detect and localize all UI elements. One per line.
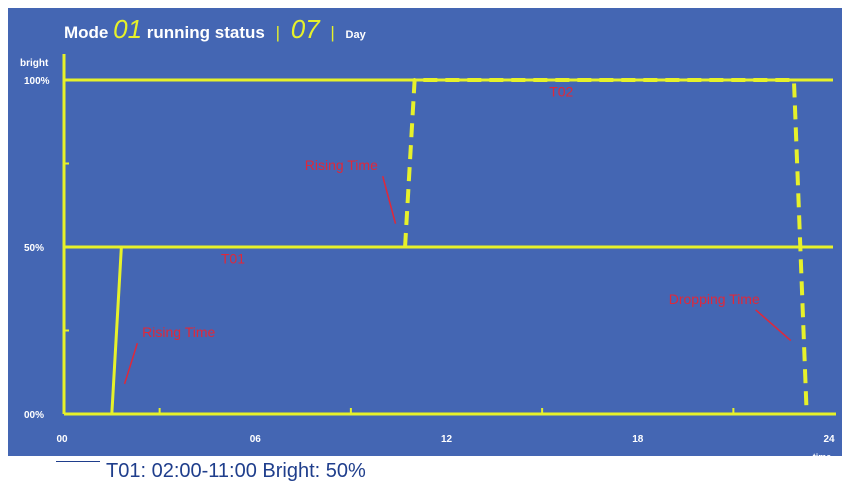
separator-1: | <box>275 23 280 42</box>
segment-label-t01: T01 <box>221 251 245 267</box>
segment-label-t02: T02 <box>549 84 573 100</box>
annotation-dropping-time: Dropping Time <box>669 291 760 307</box>
x-tick-label: 24 <box>823 434 835 445</box>
day-label: Day <box>345 29 366 41</box>
mode-value: 01 <box>113 14 143 44</box>
annotation-rising-time: Rising Time <box>142 324 215 340</box>
x-axis-title: time <box>813 452 832 462</box>
legend: T01: 02:00-11:00 Bright: 50% <box>56 460 496 484</box>
legend-text: T01: 02:00-11:00 Bright: 50% <box>106 460 366 482</box>
status-label: running status <box>146 23 265 42</box>
y-axis-title: bright <box>20 58 49 69</box>
annotation-rising-time-pointer <box>123 342 139 385</box>
legend-swatch <box>56 461 100 462</box>
series-t01 <box>110 245 829 415</box>
x-tick-label: 18 <box>632 434 644 445</box>
y-tick-label: 100% <box>24 76 50 87</box>
day-value: 07 <box>290 14 320 44</box>
separator-2: | <box>330 23 335 42</box>
x-tick-label: 12 <box>441 434 453 445</box>
annotation-rising-time-pointer <box>381 175 397 224</box>
x-tick-label: 06 <box>250 434 262 445</box>
y-tick-label: 00% <box>24 410 44 421</box>
chart-title: Mode 01 running status | 07 | Day <box>64 14 366 50</box>
x-tick-label: 00 <box>56 434 68 445</box>
series-t02 <box>403 78 809 415</box>
y-tick-label: 50% <box>24 243 44 254</box>
annotation-rising-time: Rising Time <box>305 157 378 173</box>
chart-panel <box>8 8 842 456</box>
annotation-dropping-time-pointer <box>755 309 792 342</box>
mode-label: Mode <box>64 23 109 42</box>
